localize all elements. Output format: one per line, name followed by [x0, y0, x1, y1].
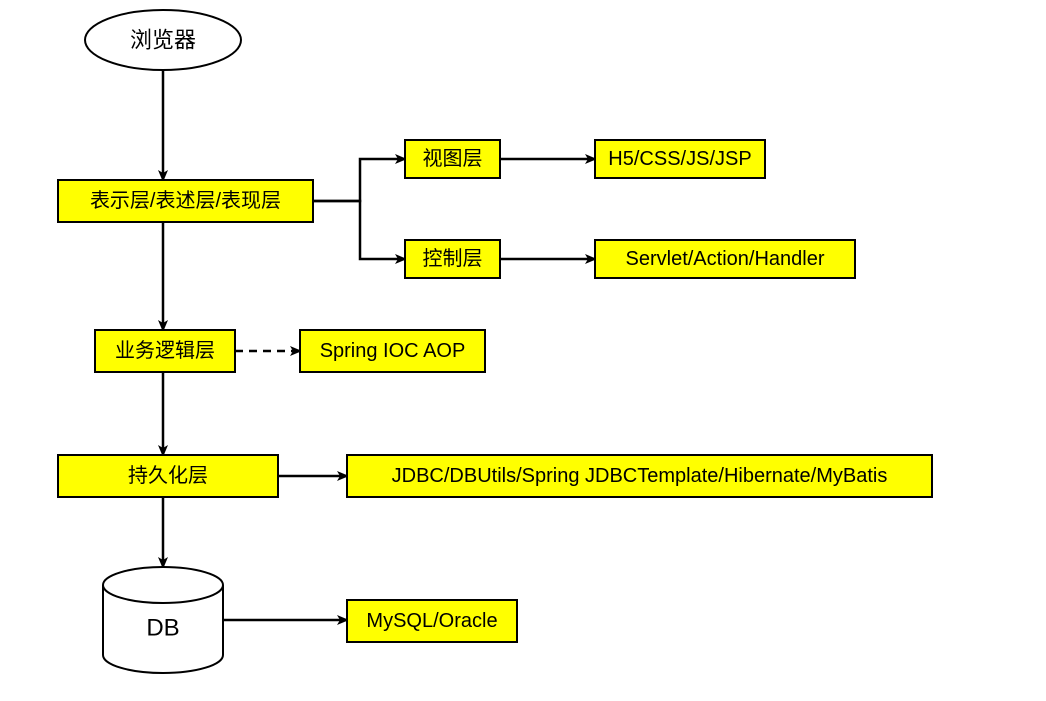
edge-presentation-control — [313, 201, 405, 259]
node-db: DB — [103, 567, 223, 673]
node-label-browser: 浏览器 — [130, 28, 196, 53]
node-label-control: 控制层 — [423, 247, 483, 270]
edge-presentation-view — [313, 159, 405, 201]
node-label-business: 业务逻辑层 — [115, 339, 215, 362]
node-mysql: MySQL/Oracle — [347, 600, 517, 642]
node-h5: H5/CSS/JS/JSP — [595, 140, 765, 178]
node-label-servlet: Servlet/Action/Handler — [626, 248, 825, 270]
node-control: 控制层 — [405, 240, 500, 278]
node-business: 业务逻辑层 — [95, 330, 235, 372]
node-persistence: 持久化层 — [58, 455, 278, 497]
node-label-mysql: MySQL/Oracle — [366, 610, 497, 632]
node-servlet: Servlet/Action/Handler — [595, 240, 855, 278]
node-label-jdbc: JDBC/DBUtils/Spring JDBCTemplate/Hiberna… — [392, 465, 888, 487]
node-label-presentation: 表示层/表述层/表现层 — [90, 189, 281, 212]
node-spring: Spring IOC AOP — [300, 330, 485, 372]
node-label-persistence: 持久化层 — [128, 464, 208, 487]
node-label-h5: H5/CSS/JS/JSP — [608, 148, 751, 170]
node-browser: 浏览器 — [85, 10, 241, 70]
node-label-view: 视图层 — [423, 147, 483, 170]
node-label-spring: Spring IOC AOP — [320, 340, 466, 362]
node-view: 视图层 — [405, 140, 500, 178]
node-jdbc: JDBC/DBUtils/Spring JDBCTemplate/Hiberna… — [347, 455, 932, 497]
node-label-db: DB — [146, 615, 179, 642]
node-presentation: 表示层/表述层/表现层 — [58, 180, 313, 222]
